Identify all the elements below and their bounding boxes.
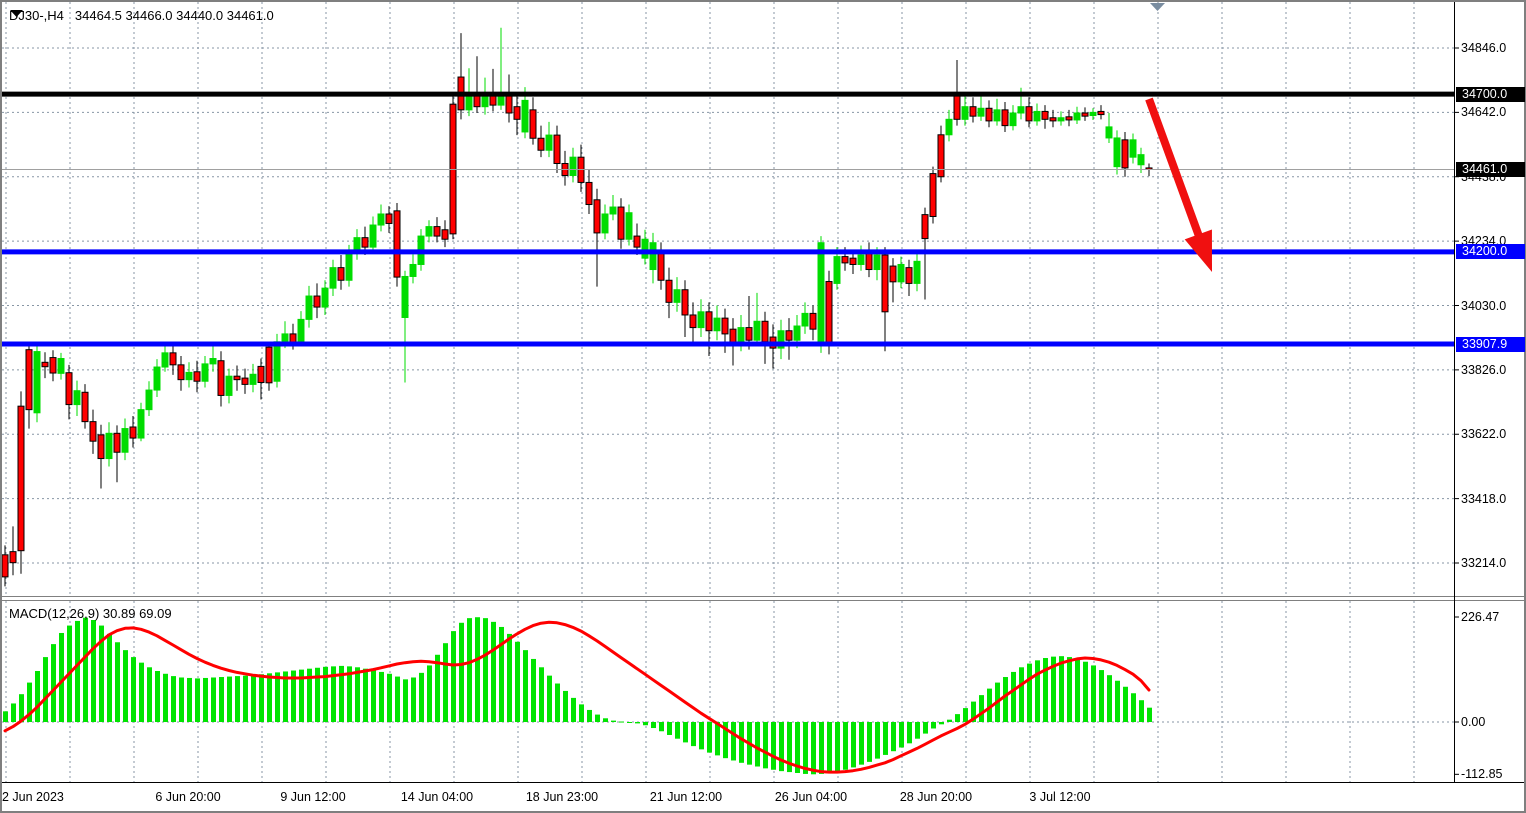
- macd-histogram: [3, 617, 1152, 775]
- macd-tick-label: 226.47: [1461, 610, 1500, 624]
- macd-indicator-label: MACD(12,26,9) 30.89 69.09: [9, 606, 172, 621]
- macd-tick-label: -112.85: [1461, 767, 1503, 782]
- price-badge-current: 34461.0: [1456, 161, 1525, 177]
- time-axis-label: 14 Jun 04:00: [400, 790, 474, 804]
- price-badge-33907: 33907.9: [1456, 336, 1525, 352]
- price-badge-34700: 34700.0: [1456, 86, 1525, 102]
- macd-signal-line: [3, 620, 1151, 774]
- price-tick-label: 33214.0: [1461, 556, 1507, 570]
- price-tick-label: 33826.0: [1461, 362, 1507, 377]
- time-axis-label: 21 Jun 12:00: [649, 790, 723, 804]
- price-tick-label: 34846.0: [1461, 41, 1507, 55]
- ohlc-values: 34464.5 34466.0 34440.0 34461.0: [74, 8, 274, 23]
- time-axis-label: 6 Jun 20:00: [155, 790, 221, 804]
- time-axis-label: 26 Jun 04:00: [774, 790, 848, 804]
- time-axis-label: 9 Jun 12:00: [280, 790, 346, 804]
- symbol-period-label: DJ30-,H4: [9, 8, 64, 23]
- chart-title: DJ30-,H4 34464.5 34466.0 34440.0 34461.0: [9, 8, 274, 23]
- time-axis-label: 3 Jul 12:00: [1029, 790, 1091, 804]
- candlestick-series: [1, 27, 1153, 587]
- price-badge-34200: 34200.0: [1456, 244, 1525, 260]
- down-arrow-annotation[interactable]: [1145, 97, 1212, 272]
- time-axis-label: 28 Jun 20:00: [899, 790, 973, 804]
- symbol-dropdown-icon[interactable]: [9, 8, 24, 18]
- price-tick-label: 33622.0: [1461, 427, 1507, 442]
- macd-tick-label: 0.00: [1461, 715, 1486, 729]
- time-axis-label: 2 Jun 2023: [2, 790, 64, 804]
- scroll-marker-icon: [1150, 3, 1165, 11]
- price-tick-label: 34642.0: [1461, 105, 1507, 120]
- time-axis-label: 18 Jun 23:00: [525, 790, 599, 804]
- price-tick-label: 34030.0: [1461, 298, 1507, 313]
- price-tick-label: 33418.0: [1461, 491, 1507, 506]
